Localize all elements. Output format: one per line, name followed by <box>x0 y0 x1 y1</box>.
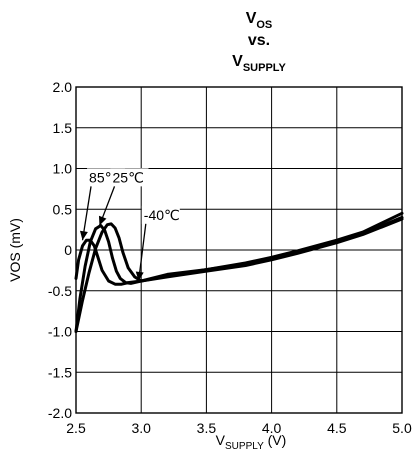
x-tick-label: 2.5 <box>66 420 86 436</box>
annotation-label: 25℃ <box>113 169 144 185</box>
y-tick-labels: -2.0 -1.5 -1.0 -0.5 0 0.5 1.0 1.5 2.0 <box>48 79 72 421</box>
chart-title: VOS vs. VSUPPLY <box>232 10 286 74</box>
x-axis-label-main: V <box>216 432 226 448</box>
y-tick-label: 1.0 <box>53 161 73 177</box>
annotations: 85℃25℃-40℃ <box>79 168 180 282</box>
title-line1-main: V <box>246 10 257 27</box>
annotation-arrow-head <box>79 230 88 241</box>
title-line2: vs. <box>248 32 270 49</box>
y-tick-label: 0.5 <box>53 201 73 217</box>
title-line1-sub: OS <box>256 19 272 31</box>
y-tick-label: -1.5 <box>48 364 72 380</box>
annotation-label-bg <box>141 205 180 224</box>
title-line3-sub: SUPPLY <box>243 62 287 74</box>
x-axis-label: VSUPPLY (V) <box>216 432 287 452</box>
annotation-label: -40℃ <box>144 207 180 223</box>
title-line3: VSUPPLY <box>232 53 286 74</box>
x-tick-labels: 2.5 3.0 3.5 4.0 4.5 5.0 <box>66 420 412 436</box>
y-axis-label: VOS (mV) <box>7 218 23 282</box>
x-tick-label: 5.0 <box>392 420 412 436</box>
y-tick-label: -0.5 <box>48 283 72 299</box>
x-axis-label-sub: SUPPLY <box>225 441 264 452</box>
y-tick-label: -2.0 <box>48 405 72 421</box>
title-line1: VOS <box>246 10 273 31</box>
series-line-1 <box>74 215 404 333</box>
y-tick-label: 2.0 <box>53 79 73 95</box>
plot-frame <box>75 86 403 414</box>
y-tick-label: 1.5 <box>53 120 73 136</box>
y-tick-label: 0 <box>64 242 72 258</box>
series-layer <box>74 211 404 333</box>
y-tick-label: -1.0 <box>48 324 72 340</box>
x-tick-label: 3.5 <box>197 420 217 436</box>
annotation-arrow-line <box>81 186 92 241</box>
annotation-arrow-line <box>137 223 147 282</box>
series-line-2 <box>74 217 404 333</box>
x-tick-label: 4.5 <box>327 420 347 436</box>
annotation-arrow-head <box>135 271 144 281</box>
x-tick-label: 4.0 <box>262 420 282 436</box>
x-tick-label: 3.0 <box>131 420 151 436</box>
annotation-label-bg <box>110 168 149 187</box>
x-axis-label-suffix: (V) <box>264 432 287 448</box>
title-line3-main: V <box>232 53 243 70</box>
annotation-arrow-head <box>98 215 107 226</box>
